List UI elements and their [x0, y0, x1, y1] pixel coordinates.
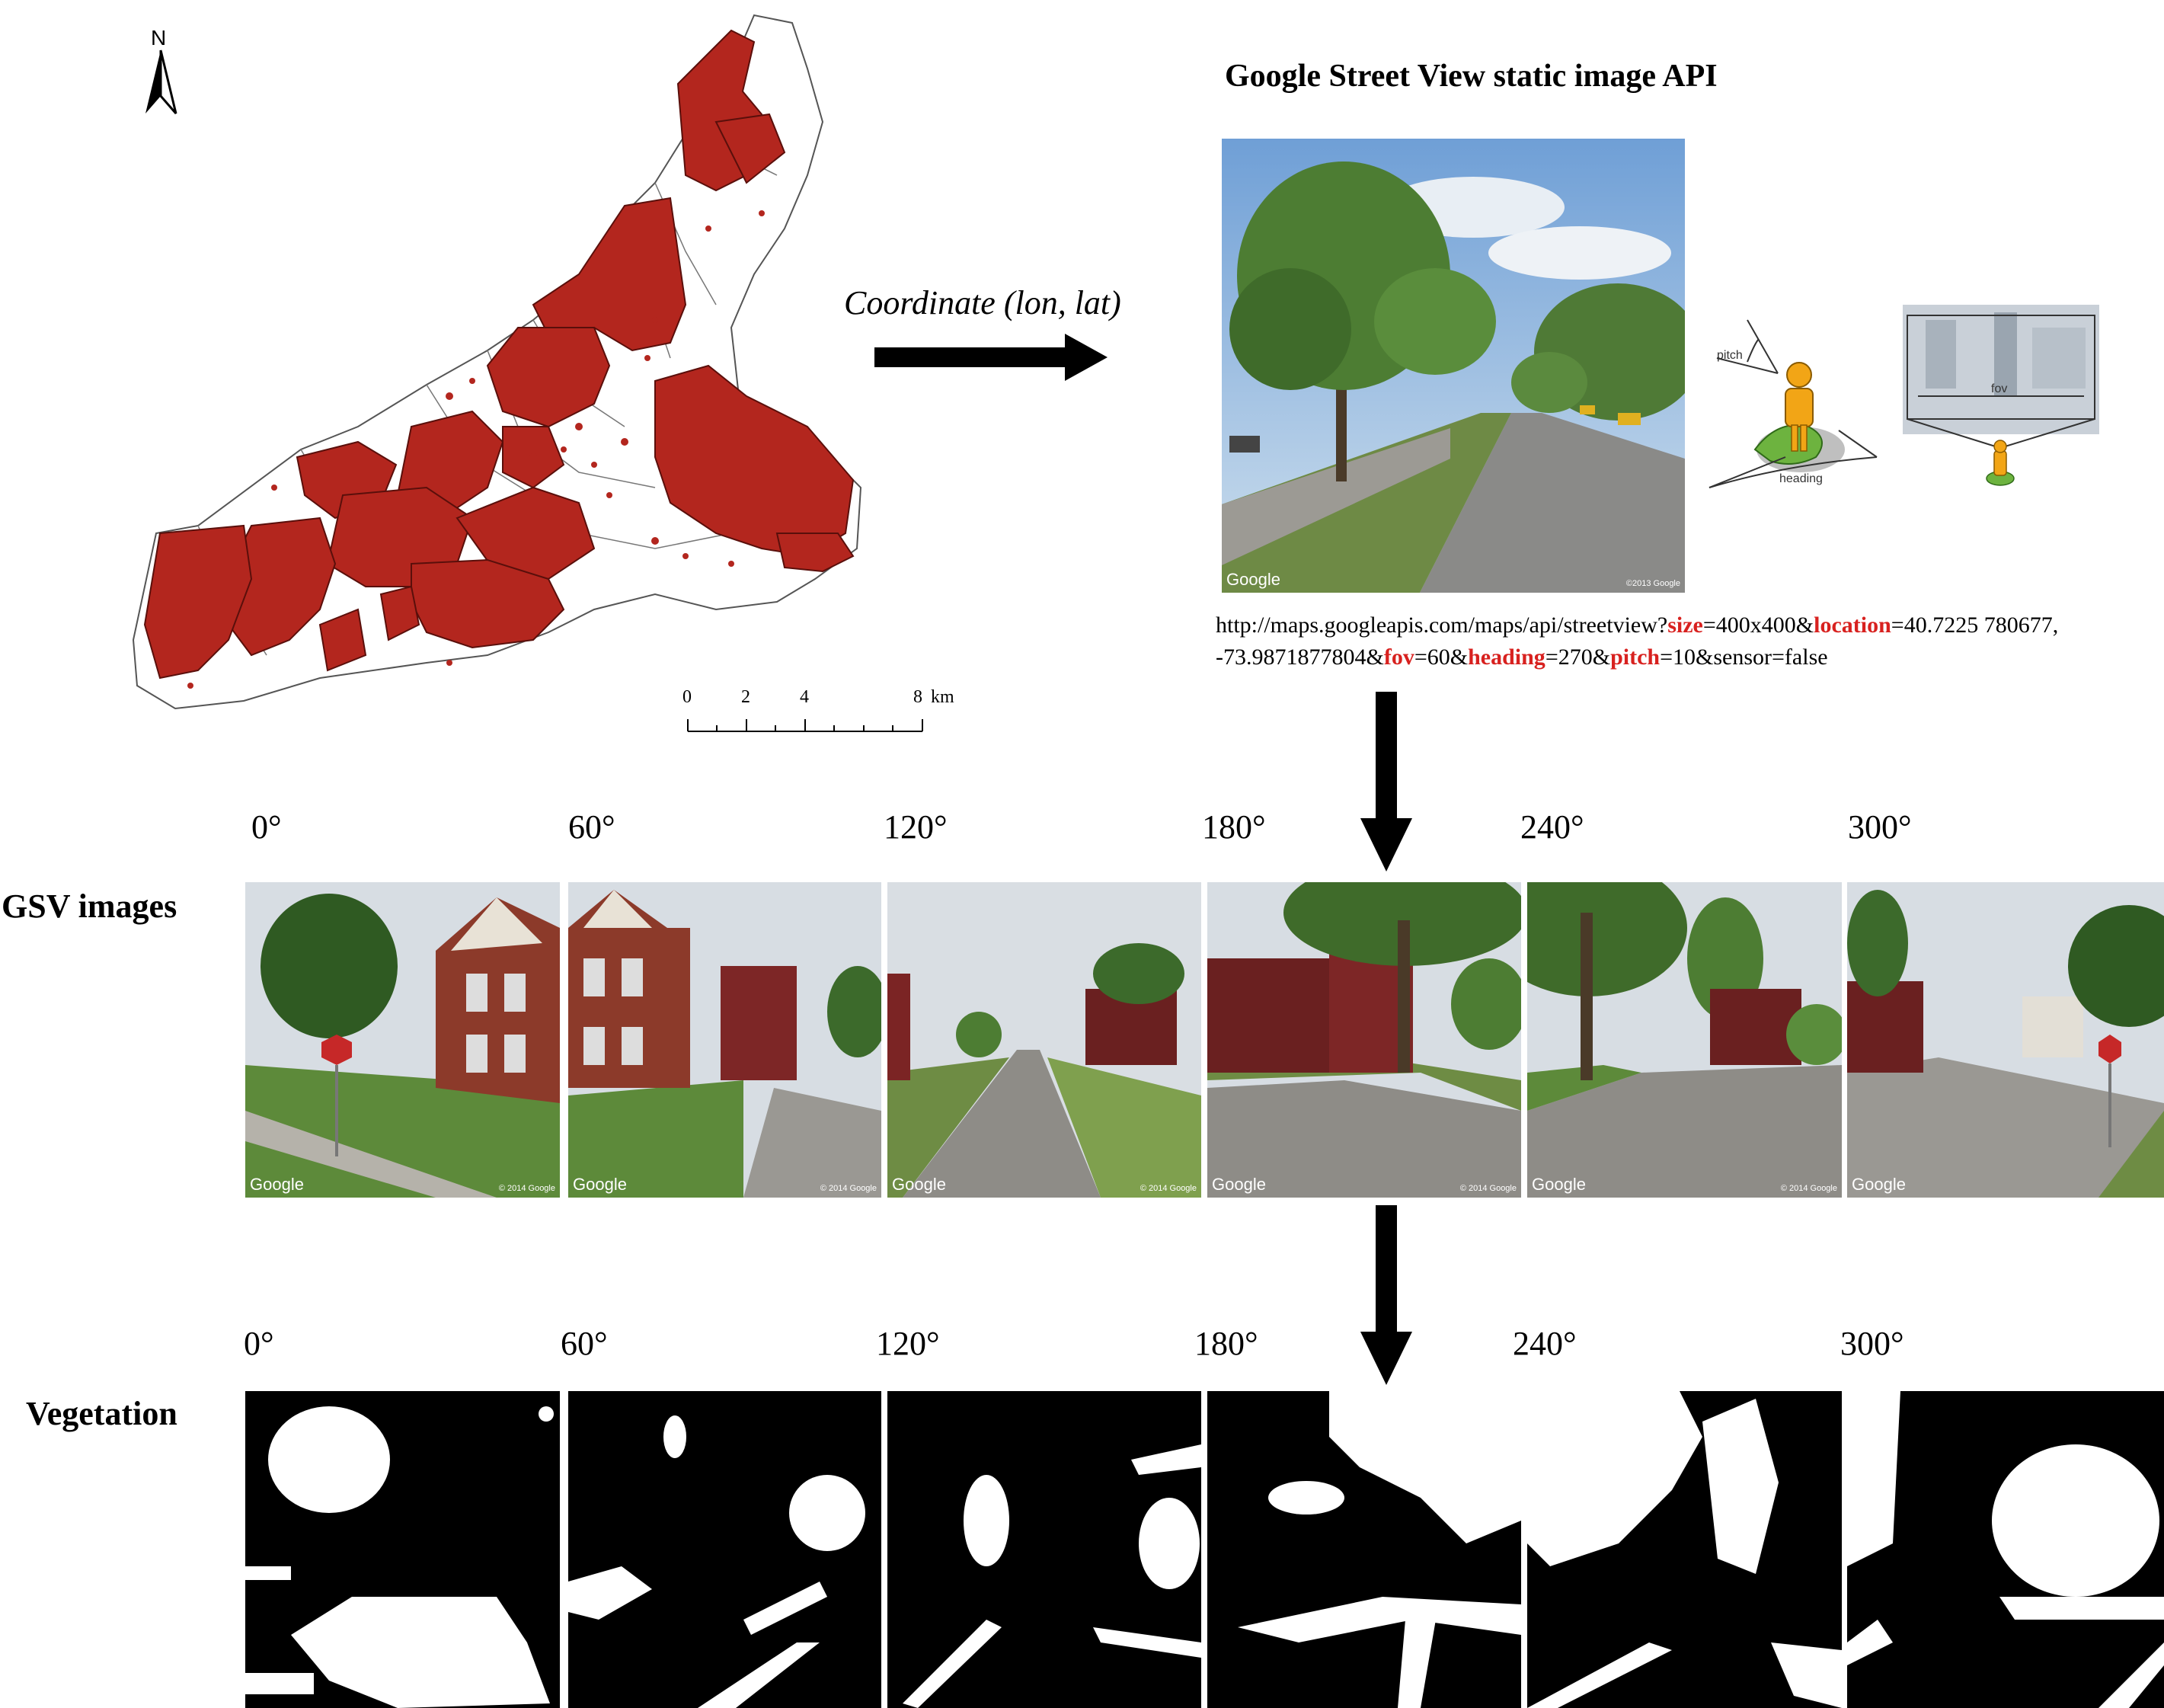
gsv-copyright-60: © 2014 Google [820, 1184, 877, 1193]
vegetation-mask-240 [1527, 1391, 1842, 1708]
fov-pegman-icon [1907, 418, 2095, 486]
gsv-image-180: Google © 2014 Google [1207, 882, 1521, 1198]
gsv-heading-240: 240° [1520, 808, 1584, 846]
photo-watermark: Google [1226, 570, 1280, 589]
gsv-heading-0: 0° [251, 808, 282, 846]
heading-label: heading [1779, 472, 1823, 485]
gsv-heading-60: 60° [568, 808, 615, 846]
gsv-copyright-180: © 2014 Google [1459, 1184, 1517, 1193]
vegetation-mask-0 [245, 1391, 560, 1708]
scale-unit: km [931, 687, 954, 707]
gsv-copyright-0: © 2014 Google [498, 1184, 555, 1193]
gsv-copyright-120: © 2014 Google [1140, 1184, 1197, 1193]
vegetation-mask-180 [1207, 1391, 1521, 1708]
gsv-image-300: Google [1847, 882, 2164, 1198]
gsv-row-label: GSV images [2, 888, 177, 925]
gsv-watermark-60: Google [573, 1175, 627, 1194]
scale-tick-0: 0 [682, 687, 692, 707]
coordinate-label: Coordinate (lon, lat) [844, 284, 1121, 321]
scale-tick-8: 8 [913, 687, 922, 707]
gsv-image-240: Google © 2014 Google [1527, 882, 1842, 1198]
gsv-heading-300: 300° [1848, 808, 1912, 846]
gsv-image-0: Google © 2014 Google [245, 882, 560, 1198]
veg-heading-0: 0° [244, 1325, 274, 1362]
parcel-clusters [143, 29, 855, 680]
veg-heading-180: 180° [1194, 1325, 1258, 1362]
down-arrow-icon-2 [1360, 1205, 1412, 1385]
vegetation-mask-60 [568, 1391, 881, 1708]
scattered-parcels [187, 210, 765, 689]
veg-heading-300: 300° [1840, 1325, 1904, 1362]
gsv-heading-120: 120° [884, 808, 948, 846]
down-arrow-icon-1 [1360, 692, 1412, 872]
gsv-image-60: Google © 2014 Google [568, 882, 881, 1198]
veg-heading-120: 120° [876, 1325, 940, 1362]
gsv-heading-180: 180° [1202, 808, 1266, 846]
vegetation-mask-300 [1847, 1391, 2164, 1708]
gsv-image-120: Google © 2014 Google [887, 882, 1201, 1198]
api-title: Google Street View static image API [1225, 59, 1718, 94]
gsv-watermark-0: Google [250, 1175, 304, 1194]
scale-bar [687, 719, 923, 732]
api-url: http://maps.googleapis.com/maps/api/stre… [1216, 613, 2059, 670]
veg-heading-60: 60° [561, 1325, 608, 1362]
photo-copyright: ©2013 Google [1625, 579, 1680, 588]
city-map [132, 14, 862, 710]
scale-tick-4: 4 [800, 687, 809, 707]
vegetation-mask-120 [887, 1391, 1201, 1708]
street-view-photo: Google ©2013 Google [1222, 139, 1685, 593]
veg-heading-240: 240° [1513, 1325, 1577, 1362]
north-label: N [151, 26, 167, 50]
fov-label: fov [1991, 382, 2008, 395]
vegetation-row-label: Vegetation [26, 1395, 177, 1432]
city-boundary [132, 14, 862, 710]
gsv-watermark-300: Google [1852, 1175, 1906, 1194]
pitch-label: pitch [1717, 349, 1743, 362]
fov-diagram [1903, 305, 2099, 434]
pitch-heading-diagram [1709, 319, 1878, 488]
gsv-watermark-120: Google [892, 1175, 946, 1194]
gsv-watermark-240: Google [1532, 1175, 1586, 1194]
north-arrow-icon [145, 50, 177, 114]
gsv-copyright-240: © 2014 Google [1780, 1184, 1837, 1193]
gsv-watermark-180: Google [1212, 1175, 1266, 1194]
scale-tick-2: 2 [741, 687, 750, 707]
right-arrow-icon [874, 334, 1108, 381]
